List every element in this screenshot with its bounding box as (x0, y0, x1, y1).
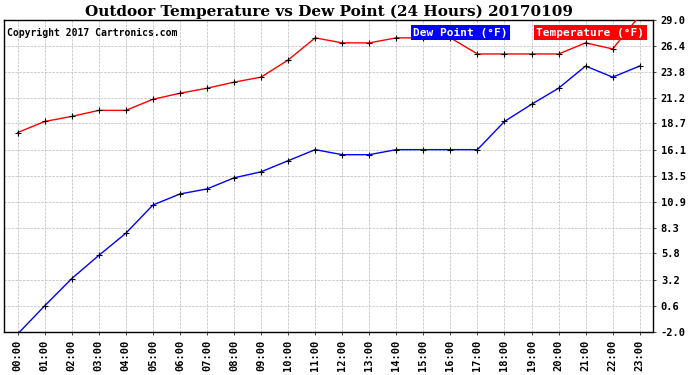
Text: Temperature (°F): Temperature (°F) (536, 27, 644, 38)
Title: Outdoor Temperature vs Dew Point (24 Hours) 20170109: Outdoor Temperature vs Dew Point (24 Hou… (85, 4, 573, 18)
Text: Dew Point (°F): Dew Point (°F) (413, 27, 508, 38)
Text: Copyright 2017 Cartronics.com: Copyright 2017 Cartronics.com (8, 27, 178, 38)
